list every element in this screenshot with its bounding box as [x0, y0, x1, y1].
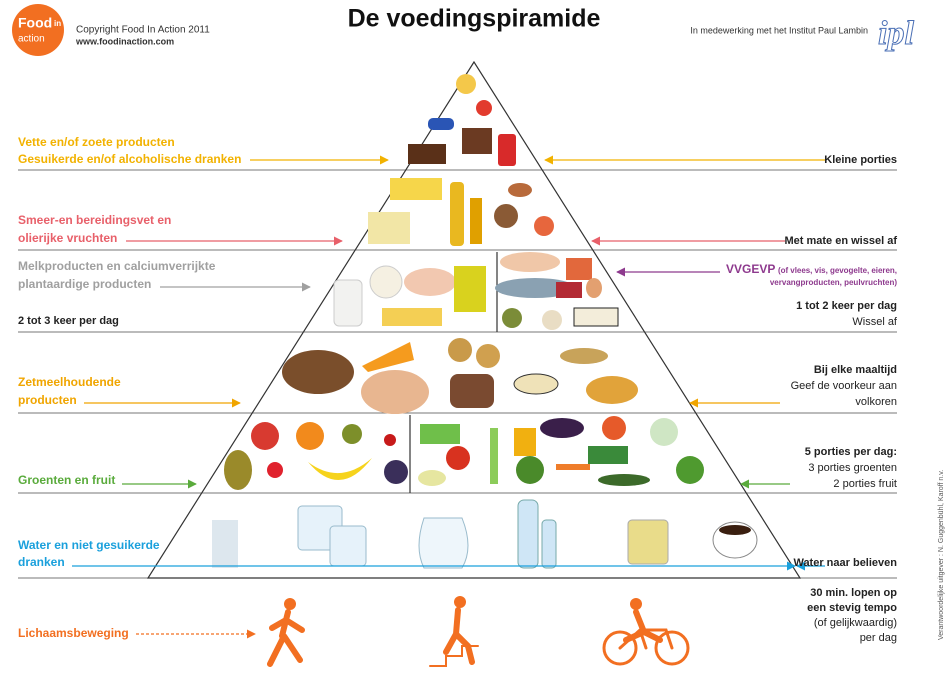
logo-text: Food: [18, 15, 52, 31]
level-detail: (of vlees, vis, gevogelte, eieren,: [778, 266, 897, 275]
level-advice: 3 porties groenten: [808, 462, 897, 474]
partner: In medewerking met het Institut Paul Lam…: [690, 25, 868, 35]
level-labels: Vette en/of zoete producten Gesuikerde e…: [18, 135, 898, 644]
level-advice: Kleine porties: [824, 154, 897, 166]
level-label: Lichaamsbeweging: [18, 626, 129, 640]
level-advice: 1 tot 2 keer per dag: [796, 300, 897, 312]
level-detail: vervangproducten, peulvruchten): [770, 278, 897, 287]
level-title: VVGEVP: [726, 262, 775, 276]
partner-logo: ipl: [878, 15, 914, 52]
level-advice: 2 porties fruit: [833, 478, 897, 490]
level-advice: Water naar believen: [793, 557, 897, 569]
level-note: 2 tot 3 keer per dag: [18, 315, 119, 327]
level-label: plantaardige producten: [18, 277, 151, 291]
level-label: dranken: [18, 555, 65, 569]
level-advice: een stevig tempo: [807, 602, 897, 614]
level-label: Zetmeelhoudende: [18, 375, 121, 389]
level-advice: Geef de voorkeur aan: [791, 380, 897, 392]
level-label: producten: [18, 393, 77, 407]
level-label: Vette en/of zoete producten: [18, 135, 175, 149]
separators: [18, 169, 897, 579]
pyramid-outline: [146, 60, 802, 579]
level-advice: Bij elke maaltijd: [814, 364, 897, 376]
logo-text: in: [54, 19, 61, 28]
level-advice: 30 min. lopen op: [810, 587, 897, 599]
website: www.foodinaction.com: [75, 36, 174, 46]
level-label: Groenten en fruit: [18, 473, 115, 487]
level-advice: Met mate en wissel af: [785, 235, 898, 247]
activity-figures: [267, 596, 690, 667]
title: De voedingspiramide: [348, 5, 601, 33]
level-advice: Wissel af: [852, 316, 898, 328]
side-note: Verantwoordelijke uitgever : N. Guggenbü…: [938, 470, 945, 640]
logo: Food in action: [12, 4, 64, 56]
level-advice: volkoren: [855, 396, 897, 408]
arrows: [72, 155, 825, 639]
level-label: Melkproducten en calciumverrijkte: [18, 259, 216, 273]
level-advice: per dag: [860, 632, 897, 644]
logo-text: action: [18, 34, 45, 45]
level-advice: (of gelijkwaardig): [814, 617, 897, 629]
level-label: Smeer-en bereidingsvet en: [18, 213, 171, 227]
level-label: Gesuikerde en/of alcoholische dranken: [18, 152, 241, 166]
level-label: olierijke vruchten: [18, 231, 117, 245]
copyright: Copyright Food In Action 2011: [76, 25, 210, 36]
level-label: Water en niet gesuikerde: [18, 538, 160, 552]
level-advice: 5 porties per dag:: [805, 446, 897, 458]
food-images: [212, 74, 758, 569]
